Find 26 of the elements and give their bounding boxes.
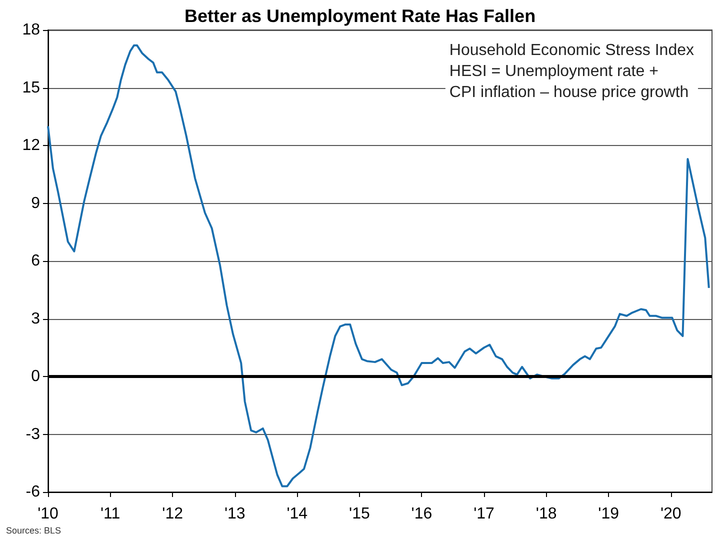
y-tick-label: -6 [26,484,40,500]
y-tick-label: 12 [22,137,40,154]
x-tick-label: '17 [474,506,495,522]
x-tick-label: '18 [536,506,557,522]
y-tick-label: 6 [31,252,40,270]
chart-title: Better as Unemployment Rate Has Fallen [184,6,536,26]
source-note: Sources: BLS [6,526,62,536]
y-tick-label: 15 [22,79,40,96]
annotation: CPI inflation – house price growth [449,84,689,101]
x-tick-label: '13 [224,506,246,522]
x-tick-label: '10 [38,506,59,522]
x-tick-label: '20 [660,506,682,522]
x-tick-label: '14 [286,506,308,522]
line-series [47,44,710,488]
y-tick-label: -3 [26,426,40,443]
x-tick-label: '11 [100,506,120,522]
x-tick-label: '15 [349,506,370,522]
x-tick-label: '12 [162,506,184,522]
annotation: Household Economic Stress Index [449,42,694,59]
y-tick-label: 3 [31,310,40,328]
y-tick-label: 18 [22,22,40,38]
x-tick-label: '19 [598,506,620,522]
y-tick-label: 0 [31,368,40,385]
y-tick-label: 9 [31,194,40,212]
x-tick-label: '16 [411,506,432,522]
annotation: HESI = Unemployment rate + [449,63,658,80]
